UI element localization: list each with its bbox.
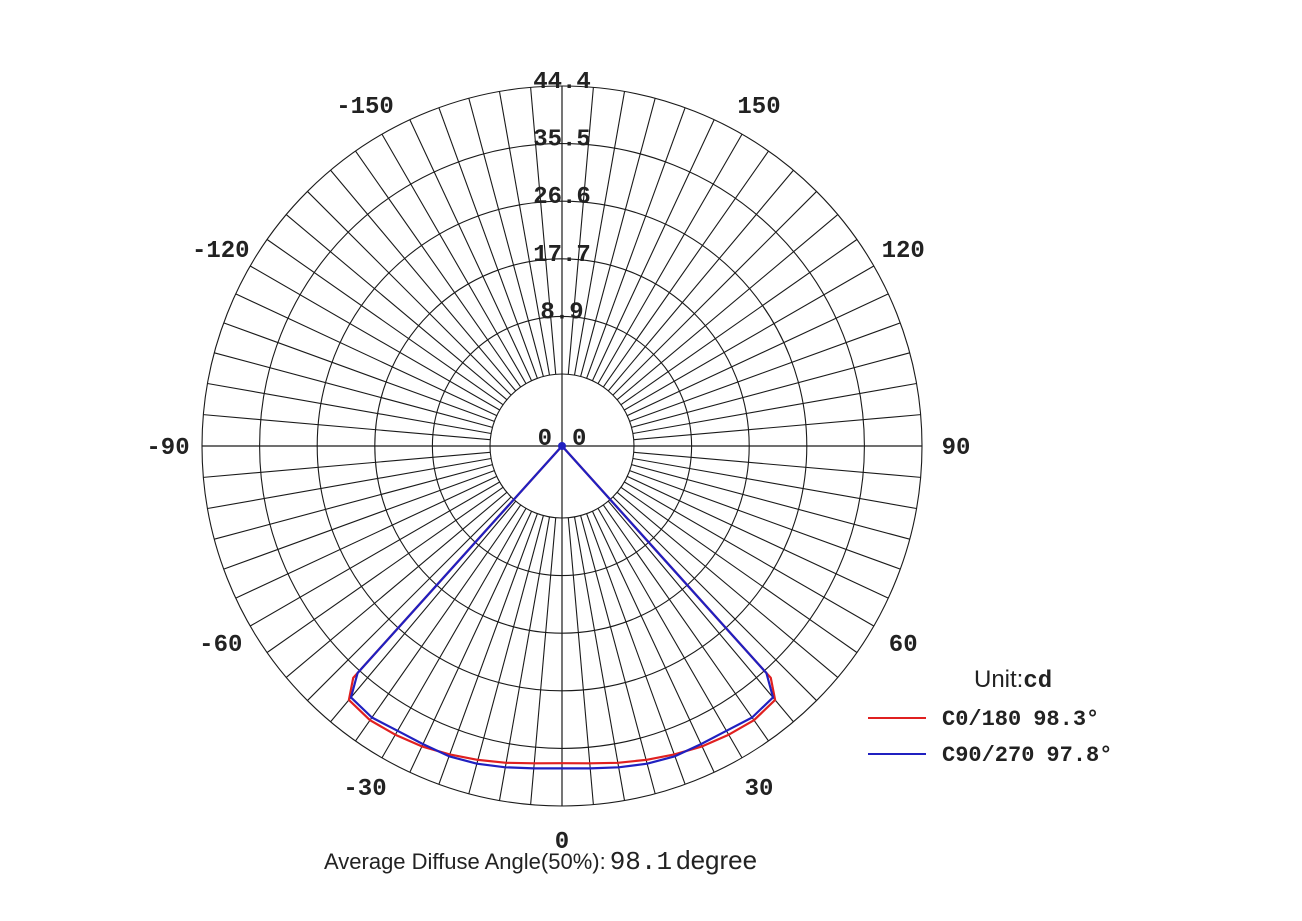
- grid-spoke: [631, 352, 910, 428]
- center-label-right: 0: [572, 426, 586, 453]
- angle-label: 150: [737, 94, 780, 121]
- grid-spoke: [629, 322, 901, 422]
- grid-spoke: [266, 486, 504, 653]
- series-curve-1: [349, 445, 775, 770]
- grid-spoke: [409, 511, 533, 773]
- grid-spoke: [632, 382, 917, 435]
- angle-label: 90: [942, 435, 971, 462]
- grid-spoke: [355, 150, 522, 388]
- series-group: [347, 445, 777, 770]
- grid-spoke: [438, 513, 538, 785]
- grid-spoke: [438, 107, 538, 379]
- grid-spoke: [567, 517, 594, 805]
- radial-tick-label: 26.6: [533, 184, 591, 211]
- grid-spoke: [214, 464, 493, 540]
- grid-spoke: [266, 239, 504, 406]
- grid-spoke: [249, 481, 500, 627]
- grid-spoke: [468, 515, 544, 794]
- grid-spoke: [285, 214, 508, 401]
- grid-spoke: [207, 382, 492, 435]
- grid-spoke: [330, 169, 517, 392]
- grid-spoke: [468, 98, 544, 377]
- grid-spoke: [591, 511, 715, 773]
- center-dot: [558, 442, 566, 450]
- grid-spoke: [573, 516, 626, 801]
- grid-spoke: [223, 322, 495, 422]
- grid-spoke: [530, 87, 557, 375]
- grid-spoke: [530, 517, 557, 805]
- center-label-left: 0: [538, 426, 552, 453]
- radial-tick-label: 8.9: [540, 299, 583, 326]
- legend-entry-c0-180: C0/180 98.3°: [942, 707, 1099, 732]
- grid-spoke: [307, 496, 512, 701]
- grid-spoke: [249, 265, 500, 411]
- grid-spoke: [381, 133, 527, 384]
- grid-spoke: [285, 491, 508, 678]
- grid-spoke: [567, 87, 594, 375]
- grid-spoke: [330, 500, 517, 723]
- grid-spoke: [498, 516, 551, 801]
- radial-tick-label: 44.4: [533, 69, 591, 96]
- label-group: 8.917.726.635.544.40 00306090120150-30-60…: [146, 69, 970, 856]
- grid-spoke: [612, 496, 817, 701]
- grid-spoke: [616, 491, 839, 678]
- grid-spoke: [203, 414, 491, 441]
- grid-spoke: [629, 470, 901, 570]
- polar-grid: [201, 85, 923, 807]
- grid-spoke: [498, 91, 551, 376]
- grid-spoke: [580, 515, 656, 794]
- grid-spoke: [203, 451, 491, 478]
- grid-spoke: [597, 508, 743, 759]
- grid-spoke: [612, 191, 817, 396]
- grid-spoke: [633, 451, 921, 478]
- grid-spoke: [607, 500, 794, 723]
- grid-spoke: [627, 293, 889, 417]
- grid-spoke: [307, 191, 512, 396]
- grid-spoke: [214, 352, 493, 428]
- grid-spoke: [631, 464, 910, 540]
- legend-entry-c90-270: C90/270 97.8°: [942, 743, 1112, 768]
- grid-spoke: [580, 98, 656, 377]
- legend: Unit:cd C0/180 98.3° C90/270 97.8°: [868, 666, 1112, 768]
- grid-spoke: [620, 486, 858, 653]
- series-curve-0: [347, 445, 777, 765]
- angle-label: 60: [889, 632, 918, 659]
- grid-spoke: [620, 239, 858, 406]
- grid-spoke: [633, 414, 921, 441]
- grid-spoke: [235, 475, 497, 599]
- unit-label: Unit:cd: [974, 666, 1052, 695]
- grid-spoke: [235, 293, 497, 417]
- angle-label: 30: [745, 776, 774, 803]
- grid-spoke: [207, 457, 492, 510]
- grid-spoke: [586, 107, 686, 379]
- grid-spoke: [409, 119, 533, 381]
- angle-label: 0: [555, 829, 569, 856]
- angle-label: -150: [336, 94, 394, 121]
- grid-spoke: [602, 150, 769, 388]
- grid-spoke: [223, 470, 495, 570]
- grid-spoke: [591, 119, 715, 381]
- grid-spoke: [616, 214, 839, 401]
- angle-label: -30: [343, 776, 386, 803]
- grid-spoke: [624, 481, 875, 627]
- grid-spoke: [602, 504, 769, 742]
- grid-spoke: [381, 508, 527, 759]
- grid-spoke: [586, 513, 686, 785]
- grid-spoke: [573, 91, 626, 376]
- grid-spoke: [632, 457, 917, 510]
- angle-label: 120: [882, 238, 925, 265]
- grid-spoke: [607, 169, 794, 392]
- grid-spoke: [355, 504, 522, 742]
- grid-spoke: [597, 133, 743, 384]
- average-diffuse-angle: Average Diffuse Angle(50%): 98.1 degree: [324, 845, 757, 877]
- angle-label: -120: [192, 238, 250, 265]
- grid-spoke: [627, 475, 889, 599]
- radial-tick-label: 35.5: [533, 127, 591, 154]
- radial-tick-label: 17.7: [533, 242, 591, 269]
- angle-label: -60: [199, 632, 242, 659]
- angle-label: -90: [146, 435, 189, 462]
- grid-spoke: [624, 265, 875, 411]
